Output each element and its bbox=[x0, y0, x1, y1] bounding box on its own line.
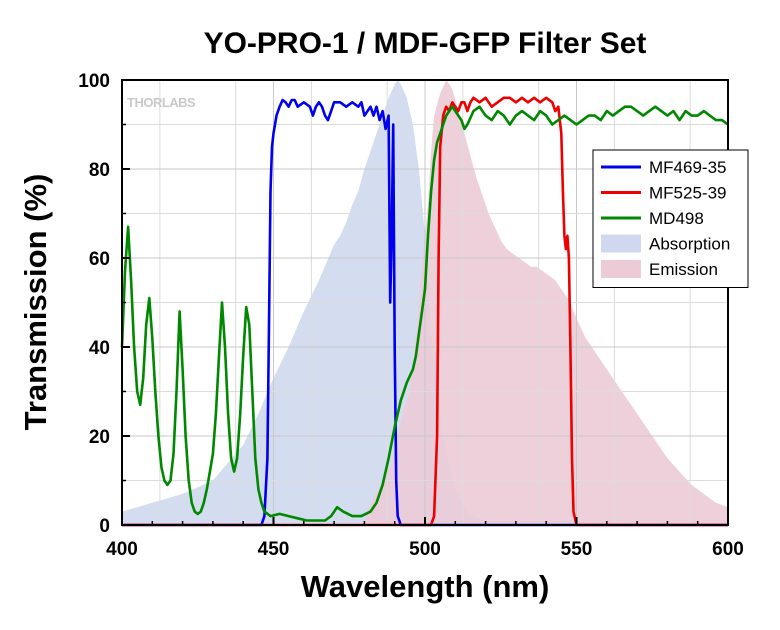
line-layer bbox=[120, 96, 729, 527]
y-tick-label: 0 bbox=[99, 516, 110, 537]
axis-ticks: 400 450 500 550 600 0 20 40 60 80 100 bbox=[78, 71, 744, 560]
legend-label-absorption: Absorption bbox=[649, 235, 730, 254]
series-line-mf469-35 bbox=[122, 98, 728, 527]
x-axis-label: Wavelength (nm) bbox=[301, 569, 550, 604]
x-tick-label: 400 bbox=[106, 539, 138, 560]
thorlabs-watermark: THORLABS bbox=[127, 95, 196, 110]
y-tick-label: 100 bbox=[78, 71, 110, 92]
x-tick-label: 450 bbox=[258, 539, 290, 560]
y-tick-label: 80 bbox=[89, 160, 110, 181]
y-tick-label: 40 bbox=[89, 338, 110, 359]
y-tick-label: 20 bbox=[89, 427, 110, 448]
legend-label-mf525-39: MF525-39 bbox=[649, 184, 726, 203]
legend-label-md498: MD498 bbox=[649, 209, 704, 228]
legend: MF469-35 MF525-39 MD498 Absorption Emission bbox=[592, 149, 749, 288]
y-axis-label: Transmission (%) bbox=[18, 174, 53, 431]
x-tick-label: 550 bbox=[561, 539, 593, 560]
legend-label-emission: Emission bbox=[649, 260, 718, 279]
chart-title: YO-PRO-1 / MDF-GFP Filter Set bbox=[204, 27, 647, 60]
series-line-mf525-39 bbox=[122, 96, 728, 527]
legend-label-mf469-35: MF469-35 bbox=[649, 158, 726, 177]
x-tick-label: 600 bbox=[712, 539, 744, 560]
legend-swatch-emission bbox=[601, 260, 641, 278]
y-tick-label: 60 bbox=[89, 249, 110, 270]
series-line-md498 bbox=[120, 105, 729, 522]
x-tick-label: 500 bbox=[409, 539, 441, 560]
legend-swatch-absorption bbox=[601, 234, 641, 253]
